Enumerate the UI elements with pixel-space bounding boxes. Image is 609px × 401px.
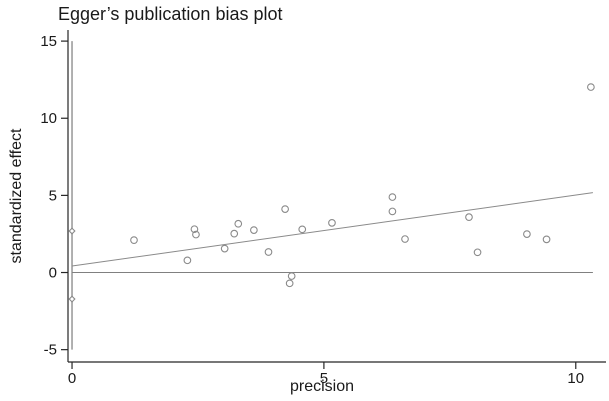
data-point-circle [587, 83, 595, 91]
data-point-circle [388, 207, 397, 216]
x-axis-label: precision [289, 378, 355, 395]
x-tick-label: 10 [567, 370, 584, 387]
x-tick-label: 0 [68, 370, 76, 387]
data-point-circle [264, 248, 273, 256]
y-tick-label: 0 [49, 265, 57, 282]
data-point-circle [234, 219, 243, 228]
data-point-circle [523, 230, 531, 238]
data-point-circle [388, 193, 397, 201]
data-point-circle [285, 279, 294, 288]
data-point-circle [287, 272, 296, 280]
regression-line [71, 192, 593, 267]
data-point-circle [250, 226, 258, 234]
data-point-circle [192, 230, 200, 239]
y-tick-label: 10 [40, 110, 57, 127]
data-point-circle [465, 213, 473, 221]
chart-title: Egger’s publication bias plot [58, 4, 283, 24]
data-point-circle [542, 235, 551, 244]
data-point-circle [401, 235, 409, 243]
x-tick-label: 5 [320, 370, 328, 387]
data-point-diamond [68, 227, 76, 235]
y-tick-label: 15 [40, 33, 57, 50]
data-point-circle [130, 236, 138, 244]
data-point-circle [473, 248, 482, 257]
data-point-diamond [68, 295, 76, 303]
data-point-circle [190, 225, 199, 234]
y-tick-label: 5 [49, 187, 57, 204]
data-point-circle [220, 244, 229, 253]
data-point-circle [230, 229, 239, 238]
data-point-circle [183, 256, 192, 265]
data-point-circle [328, 218, 336, 227]
data-point-circle [298, 225, 307, 234]
data-point-circle [281, 205, 289, 213]
y-tick-label: -5 [44, 342, 57, 359]
